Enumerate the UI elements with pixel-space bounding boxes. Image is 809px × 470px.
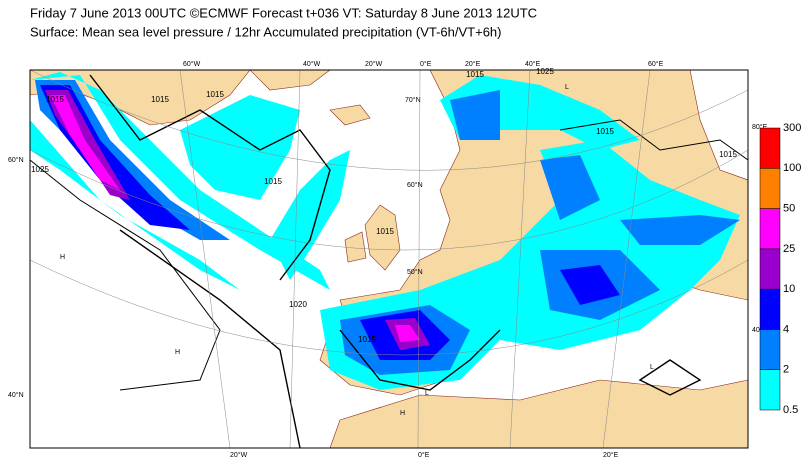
isobar-label: 1015 xyxy=(358,335,376,344)
grid-label: 50°N xyxy=(407,268,423,276)
isobar-label: 1015 xyxy=(151,95,169,104)
isobar-label: 1020 xyxy=(289,300,307,309)
precipitation xyxy=(30,72,740,390)
colorbar-segment xyxy=(759,288,781,330)
pressure-centre: L xyxy=(650,364,654,371)
title: Friday 7 June 2013 00UTC ©ECMWF Forecast… xyxy=(30,5,537,20)
colorbar-segment xyxy=(759,127,781,169)
map-frame xyxy=(29,69,749,449)
grid-label: 0°E xyxy=(420,60,432,68)
grid-label: 20°E xyxy=(465,60,481,68)
grid-label: 60°N xyxy=(407,181,423,189)
grid-label: 20°W xyxy=(230,451,248,459)
grid-label: 20°E xyxy=(603,451,619,459)
colorbar-segment xyxy=(759,168,781,209)
isobar-label: 1015 xyxy=(376,227,394,236)
grid-label: 70°N xyxy=(405,96,421,104)
isobar-label: 1015 xyxy=(46,95,64,104)
grid-label: 40°E xyxy=(525,60,541,68)
isobar-label: 1025 xyxy=(536,67,554,76)
colorbar-label: 50 xyxy=(783,202,795,214)
grid-label: 80°E xyxy=(752,123,768,131)
pressure-centre: H xyxy=(400,410,405,417)
grid-label: 20°W xyxy=(365,60,383,68)
pressure-centre: L xyxy=(425,390,429,397)
isobars xyxy=(30,74,748,448)
colorbar-label: 4 xyxy=(783,323,789,335)
colorbar-label: 2 xyxy=(783,364,789,376)
isobar-label: 1015 xyxy=(719,150,737,159)
isobar-label: 1015 xyxy=(264,177,282,186)
grid-label: 60°E xyxy=(648,60,664,68)
pressure-centre: H xyxy=(175,349,180,356)
grid-label: 0°E xyxy=(418,451,430,459)
grid-label: 60°N xyxy=(8,156,24,164)
colorbar-segment xyxy=(759,329,781,370)
grid-label: 40°W xyxy=(303,60,321,68)
isobar-label: 1015 xyxy=(206,90,224,99)
colorbar-label: 100 xyxy=(783,162,801,174)
isobar-label: 1015 xyxy=(596,127,614,136)
colorbar-label: 25 xyxy=(783,243,795,255)
isobar-label: 1015 xyxy=(466,70,484,79)
pressure-centre: L xyxy=(565,84,569,91)
grid-label: 60°W xyxy=(183,60,201,68)
pressure-centre: H xyxy=(60,254,65,261)
colorbar-segment xyxy=(759,208,781,250)
colorbar-label: 0.5 xyxy=(783,404,798,416)
colorbar-segment xyxy=(759,369,781,411)
colorbar-label: 10 xyxy=(783,283,795,295)
colorbar-label: 300 xyxy=(783,122,801,134)
graticule xyxy=(30,70,748,448)
grid-label: 40°N xyxy=(8,391,24,399)
map xyxy=(30,70,748,448)
isobar-label: 1025 xyxy=(31,165,49,174)
colorbar-segment xyxy=(759,248,781,290)
subtitle: Surface: Mean sea level pressure / 12hr … xyxy=(30,24,502,39)
